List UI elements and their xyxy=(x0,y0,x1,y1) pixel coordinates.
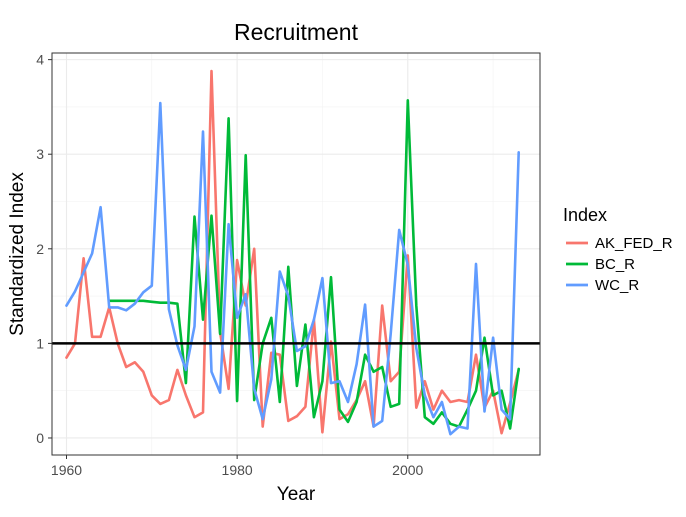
series-line-ak-fed-r xyxy=(65,69,521,435)
x-tick-label: 1980 xyxy=(222,462,253,478)
series-line-bc-r xyxy=(107,99,521,430)
chart-title: Recruitment xyxy=(234,19,359,45)
x-tick-label: 1960 xyxy=(51,462,82,478)
legend-label: AK_FED_R xyxy=(595,235,673,252)
legend-label: BC_R xyxy=(595,256,635,273)
x-axis-title: Year xyxy=(277,484,316,505)
y-tick-label: 0 xyxy=(36,430,44,446)
legend-items: AK_FED_R BC_R WC_R xyxy=(566,235,673,294)
y-axis-title: Standardized Index xyxy=(7,172,28,336)
plot-area: 1960 1980 2000 0 1 2 3 4 xyxy=(36,52,541,478)
y-tick-label: 3 xyxy=(36,146,44,162)
y-tick-label: 2 xyxy=(36,241,44,257)
x-tick-label: 2000 xyxy=(392,462,423,478)
y-tick-label: 1 xyxy=(36,335,44,351)
series-line-wc-r xyxy=(65,101,521,436)
legend-label: WC_R xyxy=(595,277,639,294)
legend-title: Index xyxy=(563,205,607,225)
legend: Index AK_FED_R BC_R WC_R xyxy=(563,205,673,294)
panel-border xyxy=(51,52,541,456)
y-tick-label: 4 xyxy=(36,52,44,68)
